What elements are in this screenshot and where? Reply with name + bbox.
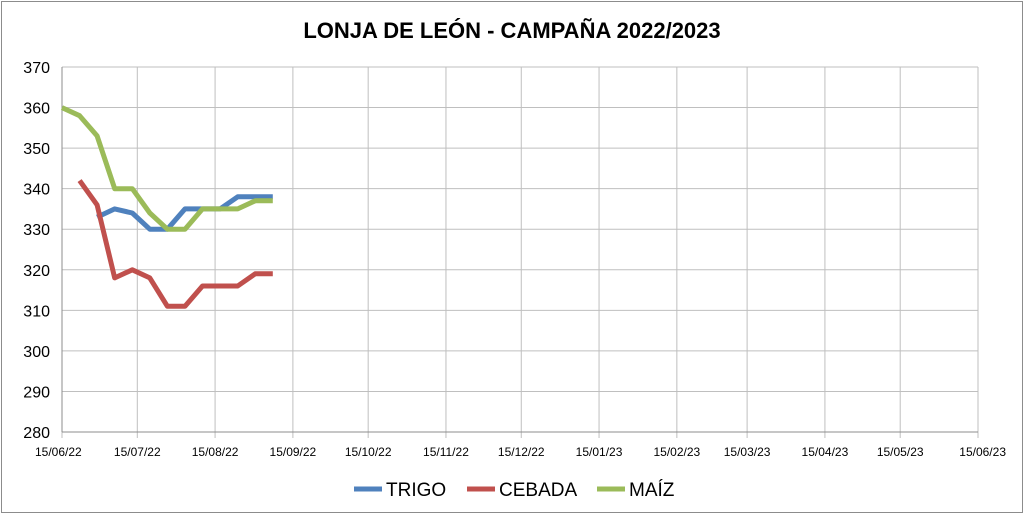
y-tick-label: 370 [23,60,50,77]
series-lines [60,105,273,309]
x-tick-label: 15/08/22 [192,445,239,459]
x-tick-label: 15/06/23 [959,445,1006,459]
x-tick-label: 15/03/23 [724,445,771,459]
y-tick-label: 360 [23,101,50,118]
x-tick-label: 15/05/23 [877,445,924,459]
grid [61,66,979,438]
y-axis-tick-labels: 280 290 300 310 320 330 340 350 360 370 [23,60,50,442]
legend-label-maíz: MAÍZ [629,480,675,501]
x-tick-label: 15/02/23 [653,445,700,459]
y-tick-label: 340 [23,182,50,199]
y-tick-label: 290 [23,384,50,401]
x-tick-label: 15/06/22 [35,445,82,459]
y-tick-label: 320 [23,263,50,280]
axes [61,67,978,433]
x-tick-label: 15/11/22 [423,445,469,459]
y-tick-label: 330 [23,222,50,239]
x-tick-label: 15/12/22 [498,445,545,459]
legend: TRIGO CEBADA MAÍZ [354,480,675,501]
series-line-trigo [96,194,273,232]
x-tick-label: 15/01/23 [576,445,623,459]
series-line-maíz [60,105,273,232]
x-axis-tick-labels: 15/06/22 15/07/22 15/08/22 15/09/22 15/10/22… [35,445,1006,459]
x-tick-label: 15/07/22 [114,445,161,459]
x-tick-label: 15/04/23 [802,445,849,459]
y-tick-label: 310 [23,303,50,320]
legend-label-cebada: CEBADA [499,480,577,501]
y-tick-label: 300 [23,344,50,361]
series-line-cebada [77,179,273,309]
x-tick-label: 15/10/22 [345,445,392,459]
chart-title: LONJA DE LEÓN - CAMPAÑA 2022/2023 [303,18,720,43]
x-tick-label: 15/09/22 [270,445,317,459]
y-tick-label: 350 [23,141,50,158]
y-tick-label: 280 [23,425,50,442]
legend-label-trigo: TRIGO [386,480,446,501]
